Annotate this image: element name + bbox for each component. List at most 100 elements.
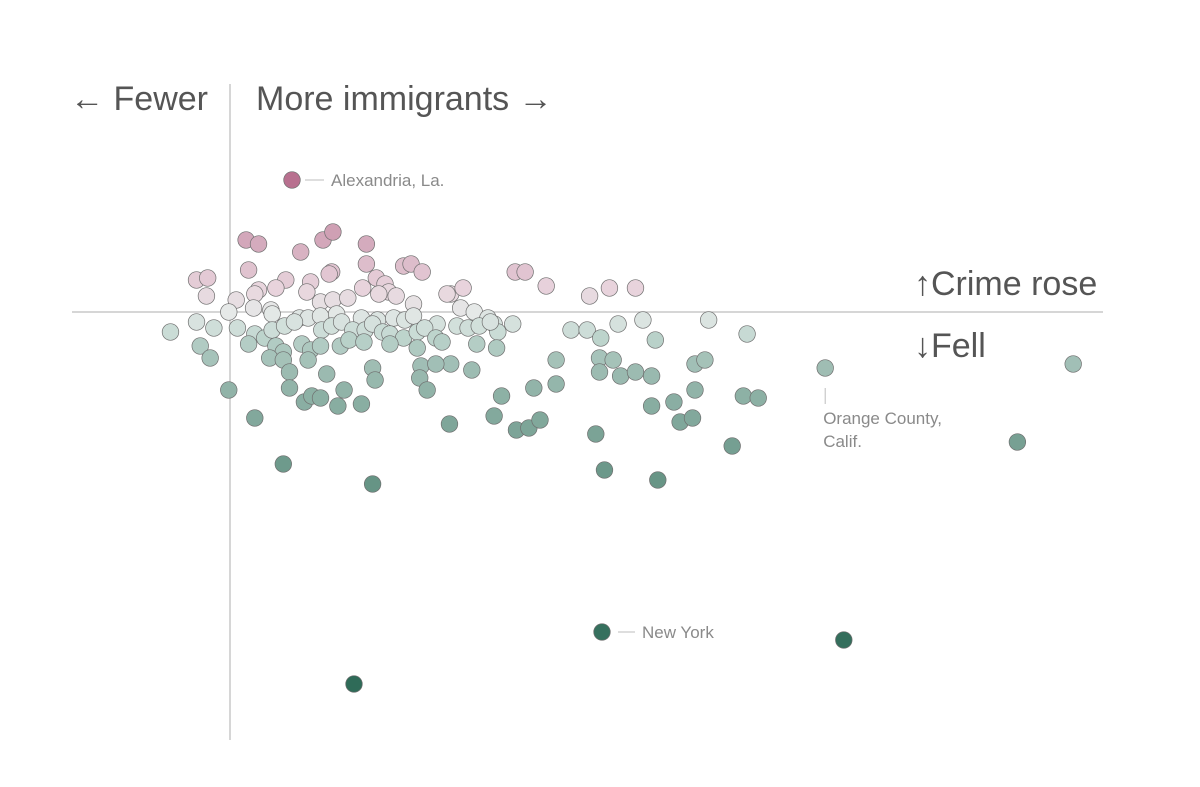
data-point <box>363 475 382 493</box>
crime-fell-label: ↓Fell <box>914 327 986 365</box>
data-point <box>320 265 338 283</box>
data-point <box>438 285 456 303</box>
data-point <box>531 411 549 429</box>
data-point <box>161 323 180 341</box>
data-point <box>387 287 405 305</box>
data-point <box>642 367 661 385</box>
data-point <box>485 407 503 425</box>
data-point <box>649 471 667 489</box>
data-point <box>835 631 853 649</box>
data-point <box>357 255 376 273</box>
data-point <box>329 397 347 415</box>
data-point <box>355 333 373 351</box>
data-point <box>626 363 645 381</box>
data-point <box>440 415 459 433</box>
data-point <box>285 313 304 331</box>
data-point <box>274 455 292 473</box>
data-point <box>592 329 610 347</box>
data-point <box>239 335 258 353</box>
data-point <box>220 303 238 321</box>
data-point <box>267 279 285 297</box>
data-point <box>357 235 376 253</box>
data-point <box>642 397 661 415</box>
data-point <box>723 437 741 455</box>
data-point <box>600 279 619 297</box>
data-point <box>280 363 299 381</box>
data-point <box>463 361 481 379</box>
data-point <box>352 395 371 413</box>
orange-county-label-line1: Orange County, <box>823 409 942 428</box>
data-point <box>433 333 451 351</box>
data-point <box>324 223 342 241</box>
data-point <box>263 305 281 323</box>
data-point <box>199 269 217 287</box>
data-point <box>665 393 683 411</box>
data-point <box>516 263 534 281</box>
data-point <box>454 279 472 297</box>
data-point <box>487 339 506 357</box>
data-point <box>593 623 611 641</box>
data-point <box>283 171 301 189</box>
data-point <box>413 263 431 281</box>
data-point <box>580 287 599 305</box>
data-point <box>537 277 555 295</box>
data-point <box>590 363 609 381</box>
data-point <box>1064 355 1082 373</box>
data-point <box>408 339 426 357</box>
data-point <box>562 321 580 339</box>
data-point <box>547 351 565 369</box>
data-point <box>646 331 664 349</box>
data-point <box>587 425 605 443</box>
new-york-label: New York <box>642 623 714 642</box>
data-point <box>249 235 268 253</box>
data-point <box>335 381 353 399</box>
data-point <box>611 367 630 385</box>
data-point <box>492 387 511 405</box>
data-point <box>578 321 596 339</box>
crime-rose-label: ↑Crime rose <box>914 265 1097 303</box>
data-point <box>197 287 216 305</box>
data-point <box>481 313 500 331</box>
data-point <box>280 379 299 397</box>
more-immigrants-label: More immigrants → <box>256 80 553 118</box>
data-point <box>504 315 522 333</box>
data-point <box>626 279 645 297</box>
data-point <box>686 381 704 399</box>
fewer-immigrants-label: ← Fewer <box>70 80 208 118</box>
data-point <box>816 359 834 377</box>
data-point <box>220 381 238 399</box>
data-point <box>205 319 223 337</box>
data-point <box>749 389 767 407</box>
data-point <box>239 261 258 279</box>
data-point <box>418 381 436 399</box>
data-point <box>525 379 543 397</box>
data-point <box>738 325 756 343</box>
data-point <box>228 319 247 337</box>
data-point <box>311 389 330 407</box>
data-point <box>604 351 622 369</box>
data-point <box>191 337 209 355</box>
data-point <box>339 289 357 307</box>
data-point <box>381 335 399 353</box>
data-point <box>1008 433 1027 451</box>
data-point <box>547 375 565 393</box>
alexandria-label: Alexandria, La. <box>331 171 444 190</box>
orange-county-label-line2: Calif. <box>823 432 862 451</box>
data-point <box>345 675 363 693</box>
data-point <box>468 335 486 353</box>
data-point <box>734 387 753 405</box>
data-point <box>696 351 714 369</box>
data-points <box>161 171 1082 693</box>
data-point <box>370 285 388 303</box>
data-point <box>244 299 263 317</box>
data-point <box>366 371 384 389</box>
data-point <box>298 283 316 301</box>
data-point <box>340 331 358 349</box>
data-point <box>427 355 445 373</box>
data-point <box>683 409 702 427</box>
data-point <box>595 461 614 479</box>
data-point <box>246 409 264 427</box>
data-point <box>299 351 317 369</box>
